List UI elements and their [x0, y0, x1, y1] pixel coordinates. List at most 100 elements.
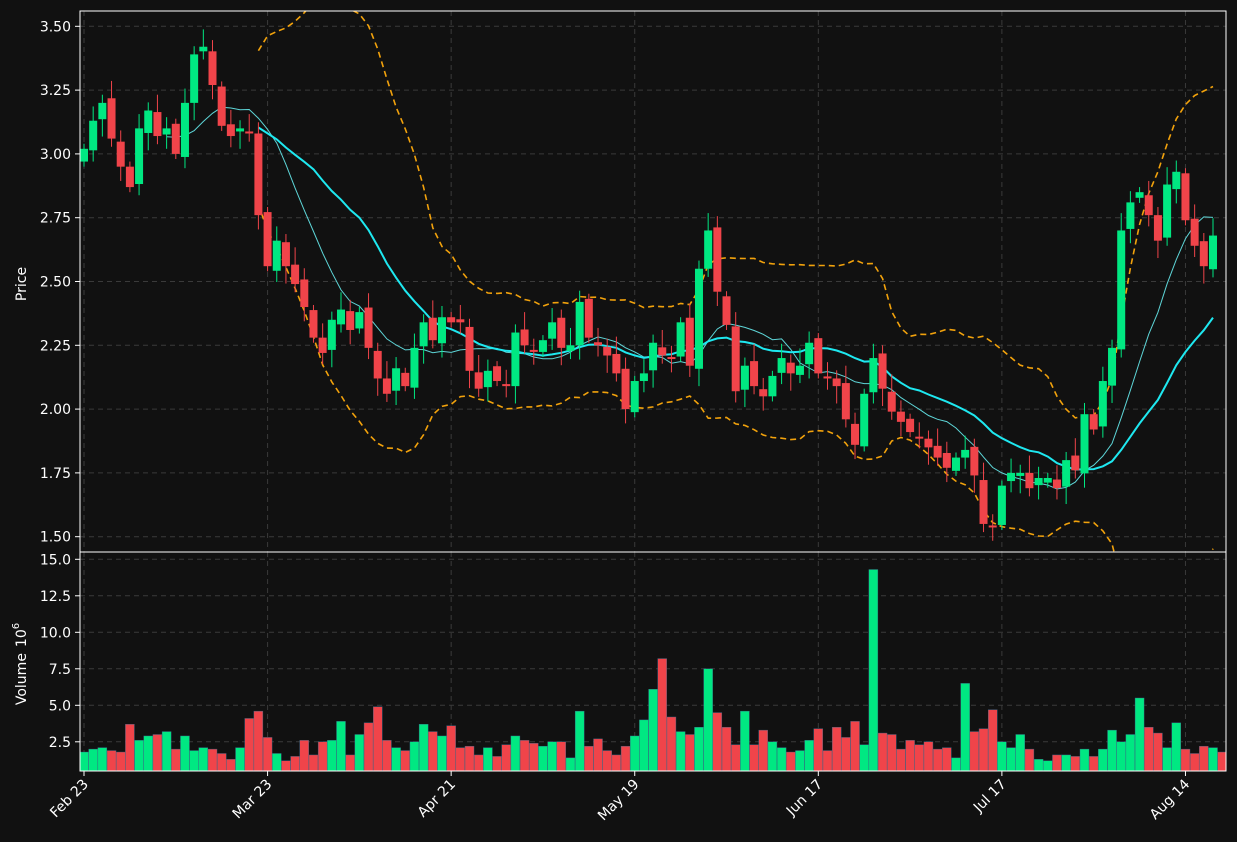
volume-bar — [1079, 748, 1090, 771]
candle-body — [970, 446, 979, 476]
volume-bar — [932, 748, 943, 771]
lower-band-line — [257, 203, 1214, 552]
candle-body — [245, 131, 254, 134]
volume-bar — [244, 718, 254, 771]
candle-body — [300, 279, 309, 308]
candle-body — [1144, 195, 1153, 216]
volume-bar — [317, 741, 328, 771]
candle-body — [786, 362, 795, 374]
candle-body — [217, 86, 226, 126]
volume-bar — [630, 735, 640, 771]
candle-body — [309, 310, 318, 338]
candle-body — [364, 307, 373, 348]
volume-bar — [776, 747, 787, 771]
candle-body — [887, 391, 896, 412]
volume-bars — [80, 569, 1236, 771]
candle-body — [419, 322, 428, 347]
candle-body — [1062, 460, 1071, 487]
volume-bar — [831, 727, 842, 771]
volume-bar — [391, 747, 401, 771]
candle-body — [520, 329, 529, 346]
candle-body — [1126, 202, 1135, 229]
candle-body — [1025, 472, 1034, 489]
volume-bar — [134, 740, 144, 771]
volume-bar — [207, 748, 218, 771]
candle-body — [474, 372, 483, 389]
volume-bar — [538, 745, 548, 771]
volume-bar — [1199, 745, 1209, 771]
volume-bar — [914, 744, 924, 771]
grid-layer — [80, 11, 1226, 771]
candle-body — [153, 112, 162, 137]
candle-body — [621, 368, 630, 410]
candle-body — [263, 212, 272, 267]
volume-bar — [593, 738, 603, 771]
volume-bar — [290, 756, 300, 771]
volume-bar — [841, 737, 851, 771]
volume-bar — [730, 744, 741, 771]
candle-body — [236, 128, 245, 132]
candle-body — [493, 366, 502, 382]
candle-body — [566, 345, 575, 351]
volume-bar — [1227, 753, 1236, 771]
volume-tick-label: 2.5 — [49, 735, 71, 751]
volume-bar — [666, 716, 677, 771]
candle-body — [162, 128, 171, 135]
candle-body — [768, 375, 777, 397]
volume-bar — [189, 750, 199, 771]
volume-bar — [1015, 734, 1025, 771]
volume-bar — [648, 689, 658, 771]
volume-bar — [602, 750, 612, 771]
date-tick-label: May 19 — [595, 777, 643, 825]
candle-body — [575, 301, 584, 346]
volume-bar — [1052, 754, 1062, 771]
volume-bar — [308, 754, 319, 771]
volume-bar — [822, 750, 833, 771]
volume-tick-label: 5.0 — [49, 698, 71, 714]
candle-body — [1007, 472, 1016, 482]
candle-body — [1108, 347, 1117, 386]
volume-bar — [492, 756, 502, 771]
volume-tick-label: 15.0 — [40, 552, 71, 568]
candle-body — [89, 120, 98, 151]
price-tick-label: 2.75 — [40, 211, 71, 227]
volume-bar — [905, 740, 915, 771]
date-tick-label: Feb 23 — [47, 777, 92, 822]
candle-body — [584, 298, 593, 338]
volume-bar — [969, 731, 980, 771]
candle-body — [355, 312, 364, 329]
candle-body — [649, 342, 658, 371]
moving-averages — [166, 106, 1214, 490]
volume-bar — [657, 658, 667, 771]
volume-bar — [1070, 756, 1081, 771]
candle-body — [979, 480, 988, 524]
candle-body — [1043, 477, 1052, 483]
candle-body — [795, 365, 804, 375]
volume-bar — [143, 735, 153, 771]
candle-body — [254, 133, 263, 216]
volume-bar — [281, 760, 291, 771]
candle-body — [1181, 173, 1190, 221]
candle-body — [116, 141, 125, 167]
candle-body — [511, 332, 520, 387]
volume-bar — [171, 748, 181, 771]
candle-body — [933, 445, 942, 458]
candle-body — [144, 110, 153, 133]
ma-slow-line — [257, 126, 1214, 471]
candle-body — [437, 317, 446, 344]
candle-body — [1190, 218, 1199, 246]
volume-bar — [455, 747, 466, 771]
candle-body — [915, 436, 924, 439]
volume-bar — [1107, 729, 1117, 771]
candle-body — [1172, 171, 1181, 190]
candle-body — [988, 525, 997, 528]
candle-body — [924, 438, 933, 448]
volume-bar — [703, 668, 713, 771]
candle-body — [1209, 235, 1217, 270]
price-tick-label: 2.50 — [40, 275, 71, 291]
candle-body — [961, 449, 970, 458]
candle-body — [1199, 241, 1208, 267]
candle-body — [1089, 414, 1098, 430]
candle-body — [125, 166, 134, 188]
